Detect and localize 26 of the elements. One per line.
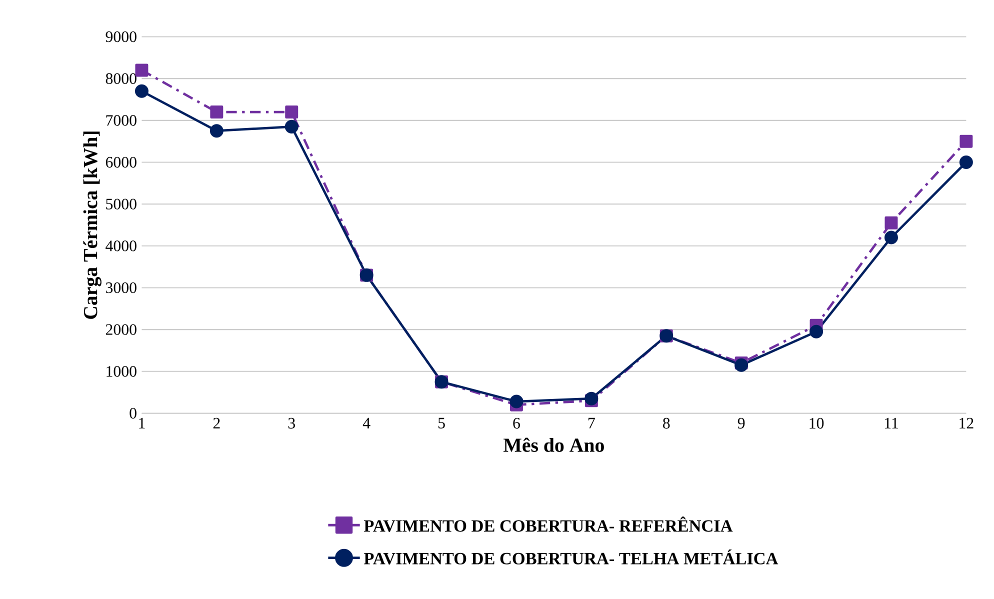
- y-tick-label: 8000: [106, 73, 136, 84]
- y-tick-label: 6000: [106, 156, 136, 168]
- x-tick-label: 1: [139, 418, 145, 428]
- x-tick-label: 6: [513, 418, 520, 429]
- y-tick-label: 1000: [106, 366, 136, 377]
- x-tick-label: 4: [362, 418, 370, 428]
- x-tick-label: 2: [213, 418, 220, 428]
- y-tick-label: 7000: [106, 115, 136, 126]
- x-tick-label: 9: [738, 418, 745, 429]
- y-tick-label: 2000: [106, 324, 136, 335]
- y-tick-label: 3000: [106, 282, 136, 294]
- legend-label: PAVIMENTO DE COBERTURA- TELHA METÁLICA: [364, 550, 778, 565]
- x-tick-label: 5: [438, 418, 445, 428]
- y-tick-label: 9000: [106, 31, 136, 42]
- x-tick-label: 3: [288, 418, 295, 429]
- y-axis-title: Carga Térmica [kWh]: [83, 132, 102, 319]
- legend-label: PAVIMENTO DE COBERTURA- REFERÊNCIA: [364, 516, 733, 532]
- x-tick-label: 10: [810, 418, 824, 429]
- x-tick-label: 7: [588, 418, 595, 428]
- y-tick-label: 5000: [106, 198, 136, 210]
- y-tick-label: 4000: [106, 240, 136, 252]
- x-axis-title: Mês do Ano: [504, 438, 604, 452]
- x-tick-label: 11: [884, 418, 898, 428]
- x-tick-label: 8: [663, 418, 670, 429]
- y-tick-label: 0: [130, 408, 136, 419]
- x-tick-label: 12: [960, 418, 974, 428]
